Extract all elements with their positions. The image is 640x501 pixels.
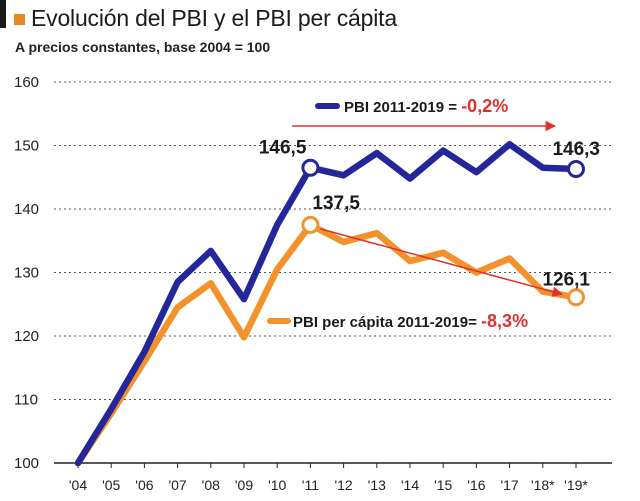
x-tick-label: '04 [69,477,87,493]
y-tick-label: 100 [14,455,39,472]
chart-title: Evolución del PBI y el PBI per cápita [31,5,397,31]
data-label: 146,5 [259,138,307,159]
chart-title-block: Evolución del PBI y el PBI per cápita [14,5,397,32]
y-tick-label: 130 [14,265,39,282]
legend-text-pbi-per-capita: PBI per cápita 2011-2019= -8,3% [293,311,528,331]
series-line-pbi-per-capita [74,221,580,467]
x-tick-label: '14 [401,477,419,493]
title-accent-bar [0,0,6,28]
x-tick-label: '06 [135,477,153,493]
chart-subtitle: A precios constantes, base 2004 = 100 [15,39,271,55]
x-tick-label: '19* [564,477,588,493]
legend-value-pbi: -0,2% [461,96,508,116]
x-tick-label: '15 [434,477,452,493]
data-point-marker [567,288,585,307]
y-tick-label: 150 [14,138,39,155]
y-tick-label: 120 [14,328,39,345]
legend-value-pbi-per-capita: -8,3% [481,311,528,331]
y-tick-label: 140 [14,201,39,218]
legend-label-pbi-per-capita: PBI per cápita 2011-2019= [293,314,481,331]
legend-text-pbi: PBI 2011-2019 = -0,2% [344,96,508,116]
x-tick-label: '13 [368,477,386,493]
data-label: 137,5 [312,193,360,214]
title-bullet [14,14,25,25]
x-tick-label: '05 [102,477,120,493]
data-point-marker [301,158,320,177]
pbi-per-capita-trend-arrow [320,228,564,297]
x-tick-label: '08 [202,477,220,493]
data-point-marker [567,159,585,178]
x-tick-label: '11 [302,477,319,493]
x-tick-label: '10 [268,477,286,493]
y-tick-label: 160 [14,74,39,91]
y-tick-label: 110 [14,392,38,409]
data-point-marker [301,215,320,234]
x-tick-label: '17 [500,477,518,493]
x-tick-label: '12 [334,477,352,493]
x-tick-label: '16 [467,477,485,493]
x-tick-label: '07 [168,477,186,493]
series-line-pbi [74,140,580,467]
x-tick-label: '09 [235,477,253,493]
data-label: 146,3 [552,139,600,160]
data-label: 126,1 [542,269,590,290]
x-tick-label: '18* [531,477,555,493]
legend-label-pbi: PBI 2011-2019 = [344,99,461,116]
